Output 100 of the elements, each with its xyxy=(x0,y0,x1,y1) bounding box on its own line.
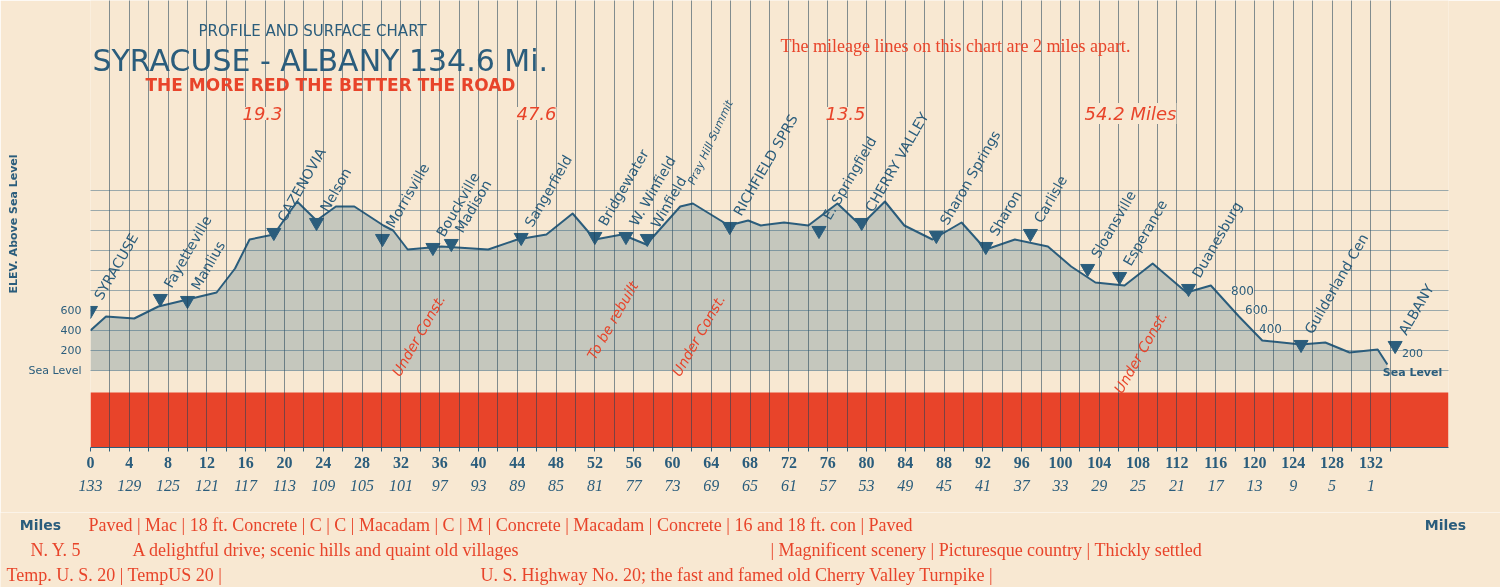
point xyxy=(978,241,994,256)
x2-tick-label: 73 xyxy=(664,476,681,494)
point xyxy=(1181,283,1197,298)
x-tick-label: 88 xyxy=(936,453,953,471)
x-tick-label: 116 xyxy=(1204,453,1228,471)
point xyxy=(152,293,168,308)
x-tick-label: 120 xyxy=(1242,453,1267,471)
x2-tick-label: 1 xyxy=(1366,476,1375,494)
x-axis-title: Miles xyxy=(19,516,62,533)
x-tick-label: 40 xyxy=(470,453,487,471)
x2-tick-label: 33 xyxy=(1051,476,1069,494)
x2-tick-label: 133 xyxy=(78,476,103,494)
x2-tick-label: 117 xyxy=(234,476,259,494)
point xyxy=(266,227,282,242)
x-tick-label: 76 xyxy=(819,453,836,471)
x2-tick-label: 49 xyxy=(897,476,914,494)
x2-tick-label: 97 xyxy=(431,476,449,494)
text: Paved | Mac | 18 ft. Concrete | C | C | Macadam | C | M | Concrete | Macadam | Concrete | 16 and 18 ft. con | Paved xyxy=(88,514,913,535)
x2-tick-label: 77 xyxy=(625,476,643,494)
point xyxy=(374,233,390,248)
x2-tick-label: 93 xyxy=(470,476,487,494)
annotation: 47.6 xyxy=(516,103,557,124)
x2-tick-label: 13 xyxy=(1246,476,1263,494)
x2-tick-label: 57 xyxy=(819,476,837,494)
x2-tick-label: 121 xyxy=(194,476,219,494)
annotation: 600 xyxy=(1245,303,1268,317)
annotation: 13.5 xyxy=(825,103,866,124)
x-tick-label: 48 xyxy=(548,453,565,471)
x-tick-label: 20 xyxy=(276,453,293,471)
y-axis-title: ELEV. Above Sea Level xyxy=(7,154,21,294)
point xyxy=(1293,339,1309,354)
point xyxy=(1387,340,1403,355)
x-tick-label: 32 xyxy=(392,453,409,471)
x-tick-label: 0 xyxy=(86,453,95,471)
x2-tick-label: 65 xyxy=(742,476,759,494)
x2-tick-label: 17 xyxy=(1207,476,1225,494)
x2-tick-label: 69 xyxy=(703,476,720,494)
x2-tick-label: 9 xyxy=(1289,476,1298,494)
x2-tick-label: 21 xyxy=(1168,476,1185,494)
x-tick-label: 124 xyxy=(1281,453,1306,471)
annotation: 400 xyxy=(1259,322,1282,336)
x-tick-label: 92 xyxy=(974,453,991,471)
x2-tick-label: 53 xyxy=(858,476,875,494)
text: A delightful drive; scenic hills and quaint old villages xyxy=(132,539,519,560)
text: | Magnificent scenery | Picturesque country | Thickly settled xyxy=(770,539,1202,560)
x2-tick-label: 125 xyxy=(156,476,181,494)
x2-tick-label: 85 xyxy=(548,476,565,494)
x-tick-label: 108 xyxy=(1126,453,1151,471)
x2-tick-label: 81 xyxy=(586,476,603,494)
point xyxy=(443,238,459,253)
x-tick-label: 44 xyxy=(509,453,526,471)
y-tick-label: Sea Level xyxy=(28,364,82,377)
x-tick-label: 16 xyxy=(237,453,254,471)
point xyxy=(854,217,870,232)
x-tick-label: 68 xyxy=(742,453,759,471)
x2-tick-label: 89 xyxy=(509,476,526,494)
x-tick-label: 96 xyxy=(1013,453,1030,471)
x2-tick-label: 5 xyxy=(1328,476,1337,494)
x-tick-label: 28 xyxy=(354,453,371,471)
point xyxy=(425,242,441,257)
x2-tick-label: 129 xyxy=(117,476,142,494)
x-tick-label: 52 xyxy=(586,453,603,471)
text: Temp. U. S. 20 | TempUS 20 | xyxy=(6,564,222,585)
x-tick-label: 104 xyxy=(1087,453,1112,471)
x-tick-label: 132 xyxy=(1358,453,1383,471)
x-tick-label: 84 xyxy=(897,453,914,471)
x-tick-label: 12 xyxy=(198,453,215,471)
text: N. Y. 5 xyxy=(30,539,81,560)
point xyxy=(1080,263,1096,278)
y-tick-label: 600 xyxy=(60,304,82,317)
x-tick-label: 112 xyxy=(1165,453,1189,471)
annotation: 200 xyxy=(1402,346,1423,360)
point xyxy=(180,295,195,310)
x2-axis-title: Miles xyxy=(1424,516,1467,533)
y-tick-label: 400 xyxy=(60,324,82,337)
x2-tick-label: 25 xyxy=(1130,476,1147,494)
x2-tick-label: 37 xyxy=(1012,476,1031,494)
x2-tick-label: 101 xyxy=(388,476,413,494)
point xyxy=(811,225,827,240)
y-tick-label: 200 xyxy=(60,344,82,357)
x-tick-label: 4 xyxy=(125,453,134,471)
annotation: 800 xyxy=(1231,284,1254,298)
point xyxy=(639,233,655,248)
x-tick-label: 100 xyxy=(1048,453,1073,471)
text: U. S. Highway No. 20; the fast and famed old Cherry Valley Turnpike | xyxy=(480,564,993,585)
x2-tick-label: 105 xyxy=(350,476,375,494)
x2-tick-label: 45 xyxy=(936,476,953,494)
point xyxy=(1112,271,1128,286)
point xyxy=(1022,228,1038,243)
annotation: 19.3 xyxy=(242,103,283,124)
x-tick-label: 8 xyxy=(164,453,173,471)
x-tick-label: 128 xyxy=(1320,453,1345,471)
point xyxy=(722,221,738,236)
point xyxy=(513,232,529,247)
point xyxy=(587,231,603,246)
x2-tick-label: 113 xyxy=(273,476,296,494)
point xyxy=(618,231,634,246)
x-tick-label: 24 xyxy=(315,453,332,471)
x2-tick-label: 41 xyxy=(974,476,991,494)
x2-tick-label: 109 xyxy=(311,476,336,494)
